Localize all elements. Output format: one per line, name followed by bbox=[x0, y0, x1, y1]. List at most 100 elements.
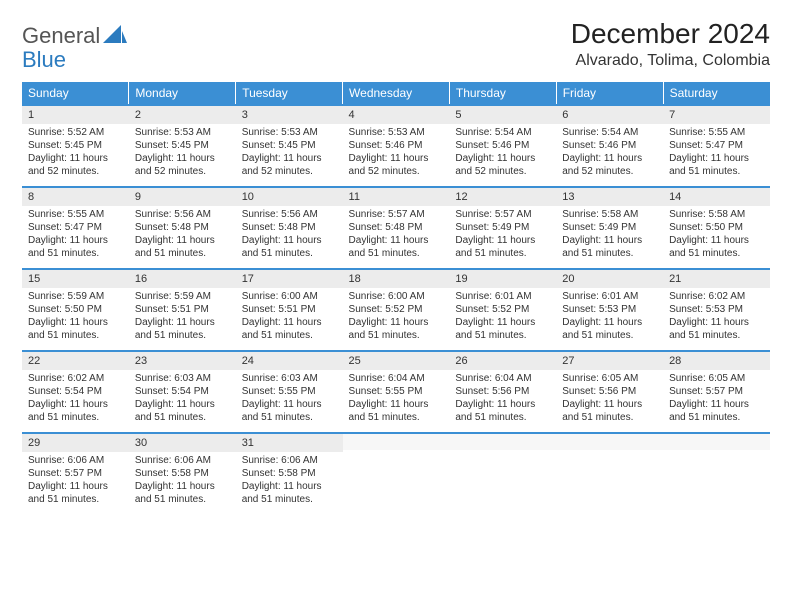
calendar-day-cell: 31Sunrise: 6:06 AMSunset: 5:58 PMDayligh… bbox=[236, 433, 343, 515]
day-details: Sunrise: 5:54 AMSunset: 5:46 PMDaylight:… bbox=[449, 124, 556, 182]
day-details: Sunrise: 5:53 AMSunset: 5:45 PMDaylight:… bbox=[129, 124, 236, 182]
sunset-text: Sunset: 5:50 PM bbox=[669, 221, 764, 234]
calendar-day-cell: 4Sunrise: 5:53 AMSunset: 5:46 PMDaylight… bbox=[343, 105, 450, 187]
day-number: 6 bbox=[556, 106, 663, 124]
logo-sail-icon bbox=[103, 25, 127, 48]
calendar-day-cell: 8Sunrise: 5:55 AMSunset: 5:47 PMDaylight… bbox=[22, 187, 129, 269]
calendar-day-cell: 5Sunrise: 5:54 AMSunset: 5:46 PMDaylight… bbox=[449, 105, 556, 187]
day-number: 4 bbox=[343, 106, 450, 124]
sunset-text: Sunset: 5:45 PM bbox=[135, 139, 230, 152]
day-details: Sunrise: 6:02 AMSunset: 5:54 PMDaylight:… bbox=[22, 370, 129, 428]
sunrise-text: Sunrise: 6:02 AM bbox=[28, 372, 123, 385]
sunrise-text: Sunrise: 5:53 AM bbox=[242, 126, 337, 139]
sunrise-text: Sunrise: 5:54 AM bbox=[562, 126, 657, 139]
daylight-text: Daylight: 11 hours and 51 minutes. bbox=[135, 316, 230, 342]
sunset-text: Sunset: 5:49 PM bbox=[562, 221, 657, 234]
sunrise-text: Sunrise: 6:03 AM bbox=[135, 372, 230, 385]
sunset-text: Sunset: 5:46 PM bbox=[562, 139, 657, 152]
calendar-day-cell: 21Sunrise: 6:02 AMSunset: 5:53 PMDayligh… bbox=[663, 269, 770, 351]
daylight-text: Daylight: 11 hours and 52 minutes. bbox=[562, 152, 657, 178]
sunrise-text: Sunrise: 5:52 AM bbox=[28, 126, 123, 139]
daylight-text: Daylight: 11 hours and 51 minutes. bbox=[135, 480, 230, 506]
calendar-day-cell: 6Sunrise: 5:54 AMSunset: 5:46 PMDaylight… bbox=[556, 105, 663, 187]
day-number: 27 bbox=[556, 352, 663, 370]
sunset-text: Sunset: 5:51 PM bbox=[242, 303, 337, 316]
day-number bbox=[556, 434, 663, 450]
sunset-text: Sunset: 5:55 PM bbox=[242, 385, 337, 398]
day-details: Sunrise: 6:04 AMSunset: 5:56 PMDaylight:… bbox=[449, 370, 556, 428]
sunrise-text: Sunrise: 5:59 AM bbox=[135, 290, 230, 303]
sunset-text: Sunset: 5:46 PM bbox=[455, 139, 550, 152]
sunrise-text: Sunrise: 6:01 AM bbox=[562, 290, 657, 303]
daylight-text: Daylight: 11 hours and 51 minutes. bbox=[242, 316, 337, 342]
calendar-day-cell: 20Sunrise: 6:01 AMSunset: 5:53 PMDayligh… bbox=[556, 269, 663, 351]
day-number: 20 bbox=[556, 270, 663, 288]
sunset-text: Sunset: 5:56 PM bbox=[562, 385, 657, 398]
daylight-text: Daylight: 11 hours and 51 minutes. bbox=[562, 316, 657, 342]
daylight-text: Daylight: 11 hours and 51 minutes. bbox=[669, 316, 764, 342]
daylight-text: Daylight: 11 hours and 51 minutes. bbox=[455, 234, 550, 260]
calendar-day-cell: 30Sunrise: 6:06 AMSunset: 5:58 PMDayligh… bbox=[129, 433, 236, 515]
day-number: 10 bbox=[236, 188, 343, 206]
sunset-text: Sunset: 5:47 PM bbox=[28, 221, 123, 234]
calendar-day-cell: 12Sunrise: 5:57 AMSunset: 5:49 PMDayligh… bbox=[449, 187, 556, 269]
sunrise-text: Sunrise: 5:56 AM bbox=[242, 208, 337, 221]
logo-word2: Blue bbox=[22, 47, 66, 72]
daylight-text: Daylight: 11 hours and 51 minutes. bbox=[135, 234, 230, 260]
day-number: 14 bbox=[663, 188, 770, 206]
sunset-text: Sunset: 5:56 PM bbox=[455, 385, 550, 398]
day-number: 7 bbox=[663, 106, 770, 124]
calendar-day-cell: 23Sunrise: 6:03 AMSunset: 5:54 PMDayligh… bbox=[129, 351, 236, 433]
day-details: Sunrise: 6:00 AMSunset: 5:52 PMDaylight:… bbox=[343, 288, 450, 346]
sunrise-text: Sunrise: 5:59 AM bbox=[28, 290, 123, 303]
day-details: Sunrise: 6:03 AMSunset: 5:54 PMDaylight:… bbox=[129, 370, 236, 428]
daylight-text: Daylight: 11 hours and 51 minutes. bbox=[349, 234, 444, 260]
logo: General Blue bbox=[22, 24, 127, 72]
daylight-text: Daylight: 11 hours and 51 minutes. bbox=[349, 398, 444, 424]
daylight-text: Daylight: 11 hours and 51 minutes. bbox=[135, 398, 230, 424]
sunrise-text: Sunrise: 6:00 AM bbox=[349, 290, 444, 303]
page-header: General Blue December 2024 Alvarado, Tol… bbox=[22, 18, 770, 72]
daylight-text: Daylight: 11 hours and 51 minutes. bbox=[242, 480, 337, 506]
calendar-week-row: 15Sunrise: 5:59 AMSunset: 5:50 PMDayligh… bbox=[22, 269, 770, 351]
calendar-day-cell: 14Sunrise: 5:58 AMSunset: 5:50 PMDayligh… bbox=[663, 187, 770, 269]
sunrise-text: Sunrise: 5:57 AM bbox=[455, 208, 550, 221]
calendar-day-cell: 13Sunrise: 5:58 AMSunset: 5:49 PMDayligh… bbox=[556, 187, 663, 269]
day-number: 22 bbox=[22, 352, 129, 370]
sunset-text: Sunset: 5:47 PM bbox=[669, 139, 764, 152]
day-details: Sunrise: 5:54 AMSunset: 5:46 PMDaylight:… bbox=[556, 124, 663, 182]
calendar-day-cell: 29Sunrise: 6:06 AMSunset: 5:57 PMDayligh… bbox=[22, 433, 129, 515]
daylight-text: Daylight: 11 hours and 52 minutes. bbox=[135, 152, 230, 178]
day-details: Sunrise: 6:05 AMSunset: 5:57 PMDaylight:… bbox=[663, 370, 770, 428]
calendar-week-row: 8Sunrise: 5:55 AMSunset: 5:47 PMDaylight… bbox=[22, 187, 770, 269]
sunrise-text: Sunrise: 5:58 AM bbox=[669, 208, 764, 221]
daylight-text: Daylight: 11 hours and 51 minutes. bbox=[349, 316, 444, 342]
sunset-text: Sunset: 5:54 PM bbox=[135, 385, 230, 398]
day-details: Sunrise: 6:04 AMSunset: 5:55 PMDaylight:… bbox=[343, 370, 450, 428]
page-title: December 2024 bbox=[571, 18, 770, 50]
day-details: Sunrise: 6:06 AMSunset: 5:58 PMDaylight:… bbox=[129, 452, 236, 510]
sunset-text: Sunset: 5:53 PM bbox=[562, 303, 657, 316]
day-details: Sunrise: 6:06 AMSunset: 5:58 PMDaylight:… bbox=[236, 452, 343, 510]
sunrise-text: Sunrise: 6:05 AM bbox=[562, 372, 657, 385]
sunset-text: Sunset: 5:51 PM bbox=[135, 303, 230, 316]
sunset-text: Sunset: 5:52 PM bbox=[455, 303, 550, 316]
calendar-day-cell: 24Sunrise: 6:03 AMSunset: 5:55 PMDayligh… bbox=[236, 351, 343, 433]
sunset-text: Sunset: 5:58 PM bbox=[135, 467, 230, 480]
day-details: Sunrise: 6:01 AMSunset: 5:53 PMDaylight:… bbox=[556, 288, 663, 346]
day-details: Sunrise: 5:55 AMSunset: 5:47 PMDaylight:… bbox=[22, 206, 129, 264]
sunrise-text: Sunrise: 5:58 AM bbox=[562, 208, 657, 221]
day-details: Sunrise: 5:57 AMSunset: 5:48 PMDaylight:… bbox=[343, 206, 450, 264]
daylight-text: Daylight: 11 hours and 52 minutes. bbox=[28, 152, 123, 178]
sunset-text: Sunset: 5:48 PM bbox=[242, 221, 337, 234]
day-details: Sunrise: 6:05 AMSunset: 5:56 PMDaylight:… bbox=[556, 370, 663, 428]
day-number: 16 bbox=[129, 270, 236, 288]
weekday-header: Sunday bbox=[22, 82, 129, 105]
daylight-text: Daylight: 11 hours and 51 minutes. bbox=[455, 398, 550, 424]
calendar-table: Sunday Monday Tuesday Wednesday Thursday… bbox=[22, 82, 770, 515]
calendar-day-cell: 27Sunrise: 6:05 AMSunset: 5:56 PMDayligh… bbox=[556, 351, 663, 433]
calendar-day-cell: 18Sunrise: 6:00 AMSunset: 5:52 PMDayligh… bbox=[343, 269, 450, 351]
calendar-day-cell bbox=[556, 433, 663, 515]
weekday-header: Thursday bbox=[449, 82, 556, 105]
day-number: 26 bbox=[449, 352, 556, 370]
